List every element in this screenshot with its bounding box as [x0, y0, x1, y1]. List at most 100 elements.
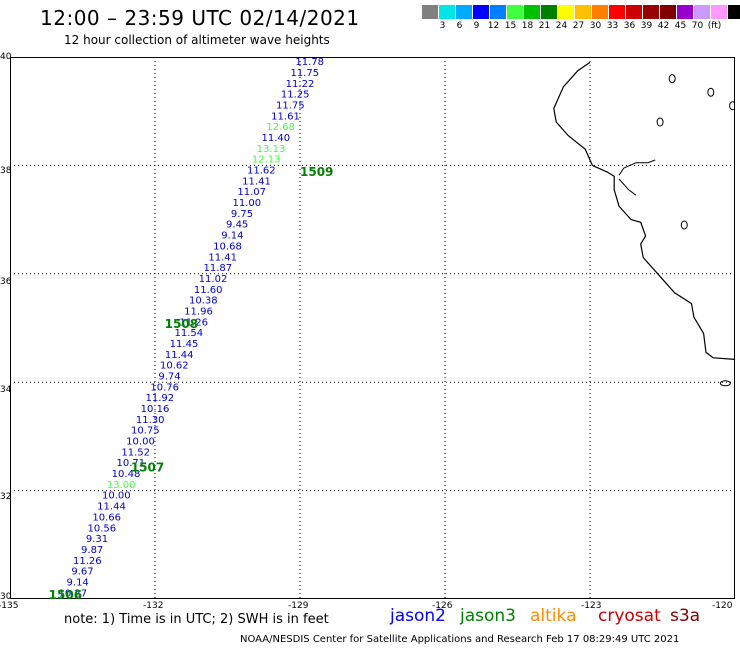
- track-label: 1507: [131, 461, 164, 475]
- swh-label: 13.00: [107, 480, 136, 491]
- swh-label: 11.41: [208, 252, 237, 263]
- swh-label: 9.67: [71, 567, 93, 578]
- legend-label: 24: [555, 21, 568, 31]
- swh-label: 11.87: [204, 263, 233, 274]
- swh-label: 9.14: [221, 231, 243, 242]
- swh-label: 11.92: [146, 393, 175, 404]
- legend-label: 30: [589, 21, 602, 31]
- longitude-tick-label: -132: [143, 601, 164, 611]
- satellite-name: jason2: [390, 606, 446, 626]
- legend-label: 9: [473, 21, 480, 31]
- legend-swatch: [694, 5, 710, 19]
- swh-label: 11.96: [184, 306, 213, 317]
- legend-swatch: [575, 5, 591, 19]
- legend-label: 33: [606, 21, 619, 31]
- latitude-tick-label: 36: [0, 277, 12, 287]
- swh-label: 9.14: [67, 577, 89, 588]
- legend-label: 39: [640, 21, 653, 31]
- legend-swatch: [592, 5, 608, 19]
- legend-swatch: [643, 5, 659, 19]
- swh-label: 11.52: [121, 447, 150, 458]
- swh-label: 11.25: [281, 90, 310, 101]
- bay-outline: [618, 178, 637, 196]
- coastline: [553, 61, 735, 361]
- swh-label: 13.13: [257, 144, 286, 155]
- wave-height-map: 11.7811.7511.2211.2511.7511.6112.6811.40…: [10, 57, 735, 599]
- legend-swatch: [677, 5, 693, 19]
- legend-label: 3: [439, 21, 446, 31]
- longitude-tick-label: -120: [712, 601, 733, 611]
- swh-label: 10.38: [189, 296, 218, 307]
- legend-swatch: [558, 5, 574, 19]
- swh-label: 10.76: [150, 382, 179, 393]
- legend-swatch: [626, 5, 642, 19]
- swh-label: 11.45: [170, 339, 199, 350]
- legend-label: 36: [623, 21, 636, 31]
- swh-label: 10.68: [213, 241, 242, 252]
- swh-label: 9.31: [86, 534, 108, 545]
- bay-outline: [618, 159, 656, 176]
- legend-label: 45: [674, 21, 687, 31]
- swh-label: 11.30: [136, 415, 165, 426]
- legend-label: 27: [572, 21, 585, 31]
- swh-label: 11.62: [247, 166, 276, 177]
- satellite-name: s3a: [670, 606, 701, 626]
- swh-label: 9.75: [231, 209, 253, 220]
- swh-label: 10.66: [92, 512, 121, 523]
- legend-swatch: [541, 5, 557, 19]
- swh-label: 11.26: [73, 556, 102, 567]
- chart-title: 12:00 – 23:59 UTC 02/14/2021: [40, 6, 360, 30]
- swh-label: 11.41: [242, 176, 271, 187]
- lake-outline: [707, 87, 715, 97]
- swh-label: 11.75: [291, 68, 320, 79]
- swh-label: 11.75: [276, 100, 305, 111]
- island-outline: [719, 380, 731, 387]
- legend-label: 21: [538, 21, 551, 31]
- legend-swatch: [473, 5, 489, 19]
- legend-swatch: [728, 5, 740, 19]
- swh-label: 12.13: [252, 155, 281, 166]
- longitude-tick-label: -129: [288, 601, 309, 611]
- lake-outline: [680, 220, 688, 230]
- track-label: 1506: [49, 588, 82, 599]
- swh-label: 11.00: [233, 198, 262, 209]
- legend-label: 42: [657, 21, 670, 31]
- swh-label: 11.02: [199, 274, 228, 285]
- track-label: 1509: [300, 165, 333, 179]
- swh-label: 11.78: [295, 57, 324, 68]
- swh-label: 11.44: [165, 350, 194, 361]
- longitude-tick-label: -135: [0, 601, 19, 611]
- latitude-tick-label: 38: [0, 166, 12, 176]
- latitude-tick-label: 40: [0, 52, 12, 62]
- footer-credit: NOAA/NESDIS Center for Satellite Applica…: [240, 634, 680, 645]
- legend-label: 70: [691, 21, 704, 31]
- swh-label: 11.61: [271, 111, 300, 122]
- lake-outline: [729, 101, 735, 111]
- swh-label: 10.62: [160, 361, 189, 372]
- longitude-tick-label: -123: [581, 601, 602, 611]
- lake-outline: [668, 74, 676, 84]
- legend-swatch: [507, 5, 523, 19]
- legend-swatch: [456, 5, 472, 19]
- swh-label: 10.00: [126, 437, 155, 448]
- swh-label: 11.07: [237, 187, 266, 198]
- legend-swatch: [422, 5, 438, 19]
- swh-label: 9.74: [158, 371, 180, 382]
- legend-swatch: [711, 5, 727, 19]
- legend-swatch: [439, 5, 455, 19]
- swh-label: 10.00: [102, 491, 131, 502]
- chart-subtitle: 12 hour collection of altimeter wave hei…: [64, 33, 330, 47]
- swh-label: 10.48: [112, 469, 141, 480]
- legend-label: 12: [487, 21, 500, 31]
- swh-label: 11.40: [262, 133, 291, 144]
- units-note: note: 1) Time is in UTC; 2) SWH is in fe…: [64, 612, 329, 627]
- satellite-name: cryosat: [598, 606, 661, 626]
- swh-label: 10.71: [117, 458, 146, 469]
- swh-label: 10.16: [141, 404, 170, 415]
- swh-label: 11.44: [97, 502, 126, 513]
- swh-label: 10.75: [131, 426, 160, 437]
- legend-label: 15: [504, 21, 517, 31]
- swh-label: 11.54: [175, 328, 204, 339]
- latitude-tick-label: 30: [0, 592, 12, 602]
- map-frame: [10, 57, 735, 599]
